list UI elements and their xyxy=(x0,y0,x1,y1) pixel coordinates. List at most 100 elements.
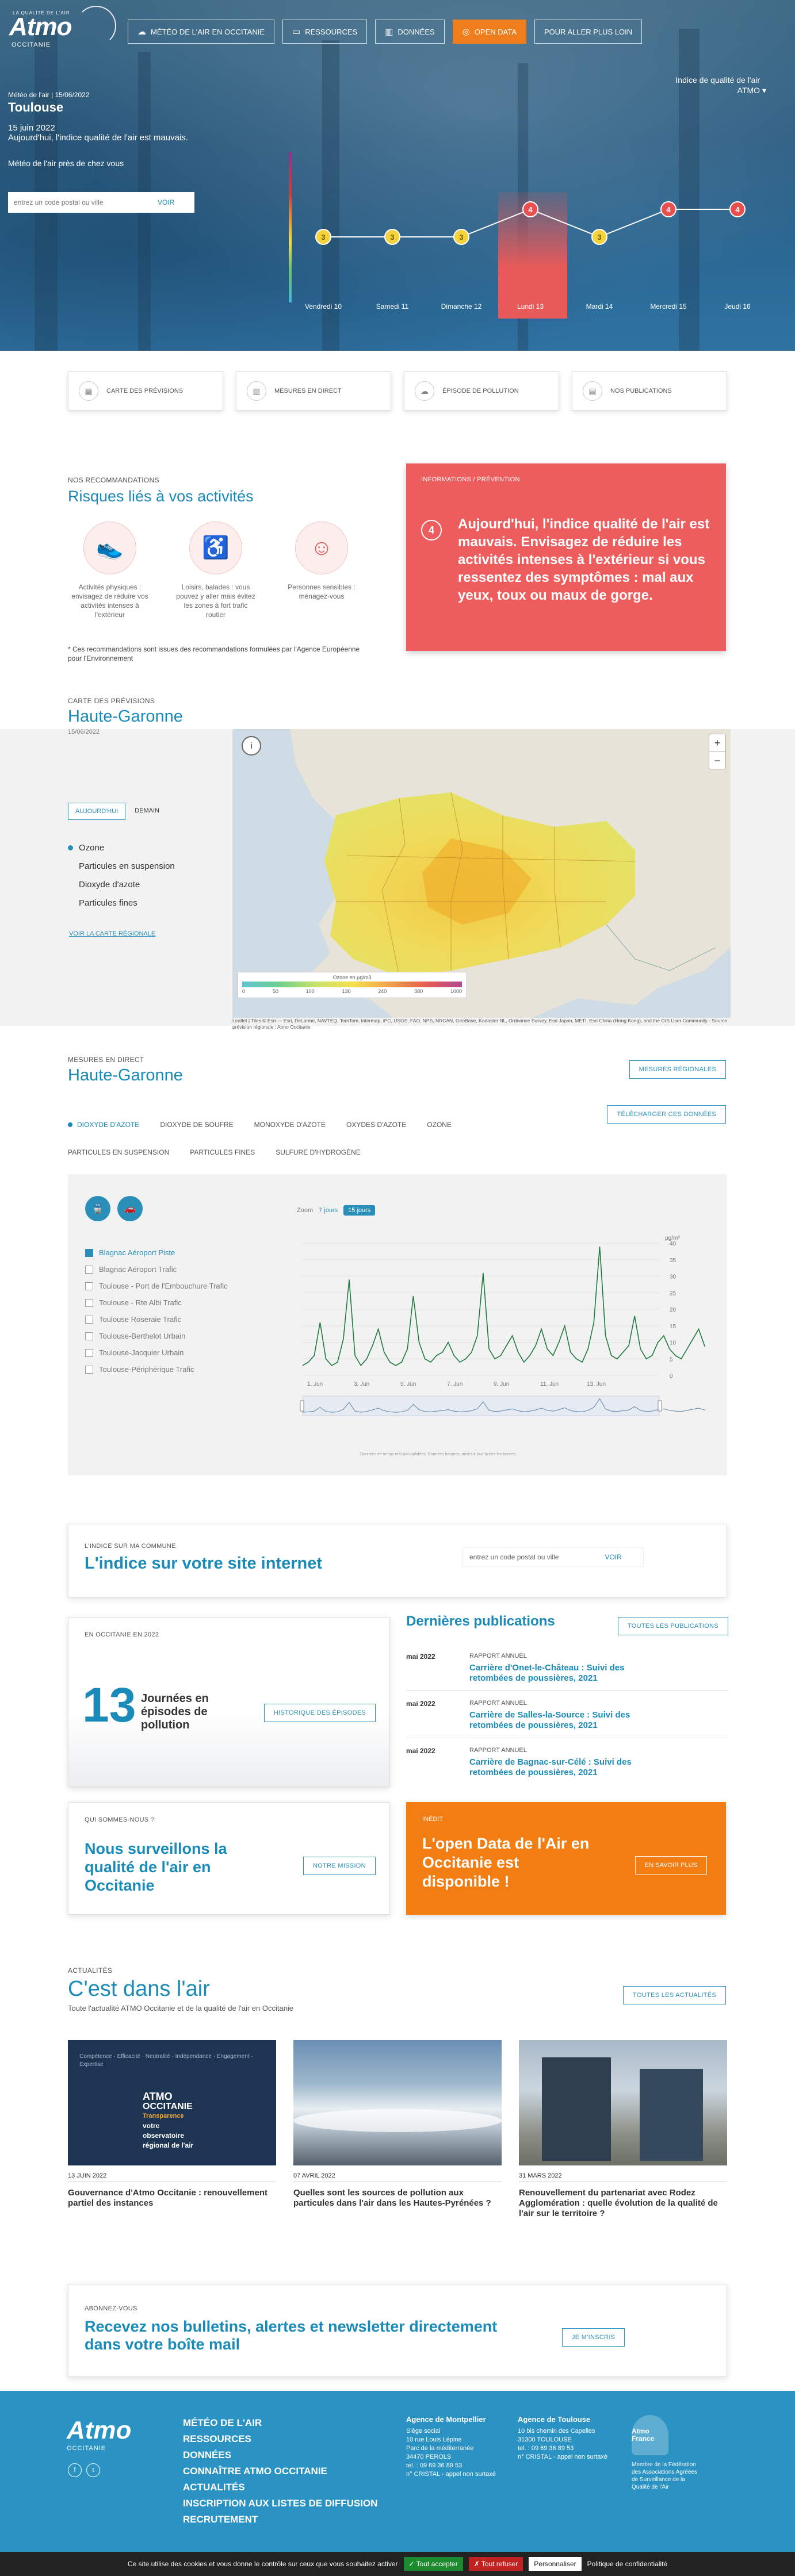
zoom-out-button[interactable]: − xyxy=(709,752,725,769)
footer-link[interactable]: MÉTÉO DE L'AIR xyxy=(183,2417,262,2428)
pollutant-no2[interactable]: Dioxyde d'azote xyxy=(79,879,140,890)
forecast-day-label[interactable]: Mardi 14 xyxy=(586,302,613,310)
nav-aller-plus-loin[interactable]: POUR ALLER PLUS LOIN xyxy=(534,20,643,44)
privacy-policy-link[interactable]: Politique de confidentialité xyxy=(587,2560,668,2568)
news-card[interactable]: Compétence · Efficacité · Neutralité · I… xyxy=(68,2040,276,2209)
tab-no[interactable]: MONOXYDE D'AZOTE xyxy=(254,1121,326,1129)
news-card[interactable]: 31 MARS 2022 Renouvellement du partenari… xyxy=(519,2040,727,2219)
map-date: 15/06/2022 xyxy=(68,729,100,735)
zoom-15-days[interactable]: 15 jours xyxy=(343,1205,376,1216)
postal-search-button[interactable]: VOIR xyxy=(158,198,175,206)
download-data-button[interactable]: TÉLÉCHARGER CES DONNÉES xyxy=(607,1105,726,1124)
index-type-select[interactable]: Indice de qualité de l'air ATMO ▾ xyxy=(675,75,766,95)
all-publications-button[interactable]: TOUTES LES PUBLICATIONS xyxy=(617,1617,728,1635)
forecast-index-dot[interactable]: 3 xyxy=(453,229,469,245)
episodes-history-button[interactable]: HISTORIQUE DES ÉPISODES xyxy=(264,1704,376,1722)
tab-tomorrow[interactable]: DEMAIN xyxy=(135,807,159,814)
all-news-button[interactable]: TOUTES LES ACTUALITÉS xyxy=(623,1986,726,2004)
footer-link[interactable]: INSCRIPTION AUX LISTES DE DIFFUSION xyxy=(183,2498,378,2509)
car-icon[interactable]: 🚗 xyxy=(117,1196,143,1221)
indice-search-input[interactable]: entrez un code postal ou ville xyxy=(469,1553,559,1561)
opendata-button[interactable]: EN SAVOIR PLUS xyxy=(635,1856,707,1874)
pollutant-pm10[interactable]: Particules en suspension xyxy=(79,861,175,871)
mesures-header: MESURES EN DIRECT Haute-Garonne xyxy=(68,1056,183,1084)
forecast-day-label[interactable]: Dimanche 12 xyxy=(441,302,482,310)
news-subtitle: Toute l'actualité ATMO Occitanie et de l… xyxy=(68,2004,294,2012)
footer-link[interactable]: CONNAÎTRE ATMO OCCITANIE xyxy=(183,2466,327,2477)
twitter-icon[interactable]: t xyxy=(86,2463,100,2477)
regional-measures-button[interactable]: MESURES RÉGIONALES xyxy=(629,1060,726,1079)
tab-today[interactable]: AUJOURD'HUI xyxy=(68,803,126,820)
station-item[interactable]: Toulouse-Berthelot Urbain xyxy=(85,1328,228,1344)
station-item[interactable]: Blagnac Aéroport Trafic xyxy=(85,1261,228,1278)
atmo-france[interactable]: Atmo France Membre de la Fédération des … xyxy=(632,2415,701,2491)
forecast-day-label[interactable]: Samedi 11 xyxy=(376,302,409,310)
navigator-handle-right[interactable] xyxy=(658,1400,662,1412)
station-item[interactable]: Blagnac Aéroport Piste xyxy=(85,1244,228,1261)
nav-ressources[interactable]: ▭ RESSOURCES xyxy=(282,20,368,44)
footer-link[interactable]: RECRUTEMENT xyxy=(183,2514,258,2525)
zoom-7-days[interactable]: 7 jours xyxy=(319,1207,338,1214)
footer-link[interactable]: RESSOURCES xyxy=(183,2433,252,2444)
tab-so2[interactable]: DIOXYDE DE SOUFRE xyxy=(160,1121,234,1129)
station-item[interactable]: Toulouse - Port de l'Embouchure Trafic xyxy=(85,1278,228,1294)
footer-link[interactable]: ACTUALITÉS xyxy=(183,2482,245,2493)
quick-link-episode[interactable]: ☁ ÉPISODE DE POLLUTION xyxy=(404,371,559,411)
opendata-title: L'open Data de l'Air en Occitanie est di… xyxy=(422,1835,590,1890)
nav-donnees[interactable]: ▥ DONNÉES xyxy=(375,20,445,44)
news-title-link[interactable]: Renouvellement du partenariat avec Rodez… xyxy=(519,2188,718,2218)
tab-no2[interactable]: DIOXYDE D'AZOTE xyxy=(68,1121,139,1129)
forecast-index-dot[interactable]: 4 xyxy=(522,201,538,217)
tab-pm25[interactable]: PARTICULES FINES xyxy=(190,1148,255,1156)
forecast-index-dot[interactable]: 4 xyxy=(729,201,746,217)
nav-meteo-air[interactable]: ☁ MÉTÉO DE L'AIR EN OCCITANIE xyxy=(128,20,274,44)
forecast-line xyxy=(323,208,737,238)
map-info-icon[interactable]: i xyxy=(242,736,261,756)
forecast-index-dot[interactable]: 4 xyxy=(660,201,676,217)
postal-search-input[interactable] xyxy=(8,198,146,206)
chart-navigator[interactable] xyxy=(302,1396,660,1416)
cookie-refuse-button[interactable]: ✗ Tout refuser xyxy=(468,2557,523,2571)
quick-link-carte[interactable]: ▦ CARTE DES PRÉVISIONS xyxy=(68,371,223,411)
series-line[interactable] xyxy=(302,1246,705,1367)
news-title-link[interactable]: Gouvernance d'Atmo Occitanie : renouvell… xyxy=(68,2188,267,2208)
forecast-index-dot[interactable]: 3 xyxy=(591,229,607,245)
forecast-index-dot[interactable]: 3 xyxy=(384,229,400,245)
mission-button[interactable]: NOTRE MISSION xyxy=(303,1857,376,1875)
forecast-index-dot[interactable]: 3 xyxy=(315,229,331,245)
tab-nox[interactable]: OXYDES D'AZOTE xyxy=(346,1121,407,1129)
tab-o3[interactable]: OZONE xyxy=(427,1121,452,1129)
site-logo[interactable]: LA QUALITÉ DE L'AIR Atmo OCCITANIE xyxy=(8,6,116,52)
quick-link-mesures[interactable]: ▥ MESURES EN DIRECT xyxy=(236,371,391,411)
navigator-handle-left[interactable] xyxy=(300,1400,304,1412)
facebook-icon[interactable]: f xyxy=(68,2463,82,2477)
regional-map-link[interactable]: VOIR LA CARTE RÉGIONALE xyxy=(69,930,156,937)
forecast-day-label[interactable]: Lundi 13 xyxy=(517,302,544,310)
station-item[interactable]: Toulouse Roseraie Trafic xyxy=(85,1311,228,1328)
newsletter-subscribe-button[interactable]: JE M'INSCRIS xyxy=(562,2328,625,2347)
nav-open-data[interactable]: ◎ OPEN DATA xyxy=(452,20,526,44)
footer-logo[interactable]: Atmo OCCITANIE xyxy=(67,2416,132,2452)
forecast-day-label[interactable]: Mercredi 15 xyxy=(650,302,687,310)
footer-link[interactable]: DONNÉES xyxy=(183,2450,232,2460)
pollutant-pm25[interactable]: Particules fines xyxy=(79,898,137,908)
station-item[interactable]: Toulouse - Rte Albi Trafic xyxy=(85,1294,228,1311)
zoom-in-button[interactable]: + xyxy=(714,737,721,749)
news-title-link[interactable]: Quelles sont les sources de pollution au… xyxy=(293,2188,491,2208)
cookie-accept-button[interactable]: ✓ Tout accepter xyxy=(403,2557,463,2571)
indice-search-button[interactable]: VOIR xyxy=(605,1553,622,1561)
agency-montpellier: Agence de Montpellier Siège social 10 ru… xyxy=(406,2415,496,2478)
quick-link-publications[interactable]: ▤ NOS PUBLICATIONS xyxy=(572,371,727,411)
tab-pm10[interactable]: PARTICULES EN SUSPENSION xyxy=(68,1148,170,1156)
forecast-map[interactable]: i + − Ozone en µg/m3 0 50 100 130 240 380 1000 xyxy=(232,729,731,1018)
news-card[interactable]: 07 AVRIL 2022 Quelles sont les sources d… xyxy=(293,2040,502,2209)
cookie-customize-button[interactable]: Personnaliser xyxy=(529,2557,582,2571)
forecast-day-label[interactable]: Vendredi 10 xyxy=(304,302,342,310)
station-item[interactable]: Toulouse-Jacquier Urbain xyxy=(85,1344,228,1361)
pollutant-ozone[interactable]: Ozone xyxy=(68,838,175,857)
forecast-day-label[interactable]: Jeudi 16 xyxy=(724,302,751,310)
station-item[interactable]: Toulouse-Périphérique Trafic xyxy=(85,1361,228,1378)
train-icon[interactable]: 🚆 xyxy=(85,1196,110,1221)
tab-h2s[interactable]: SULFURE D'HYDROGÈNE xyxy=(276,1148,361,1156)
